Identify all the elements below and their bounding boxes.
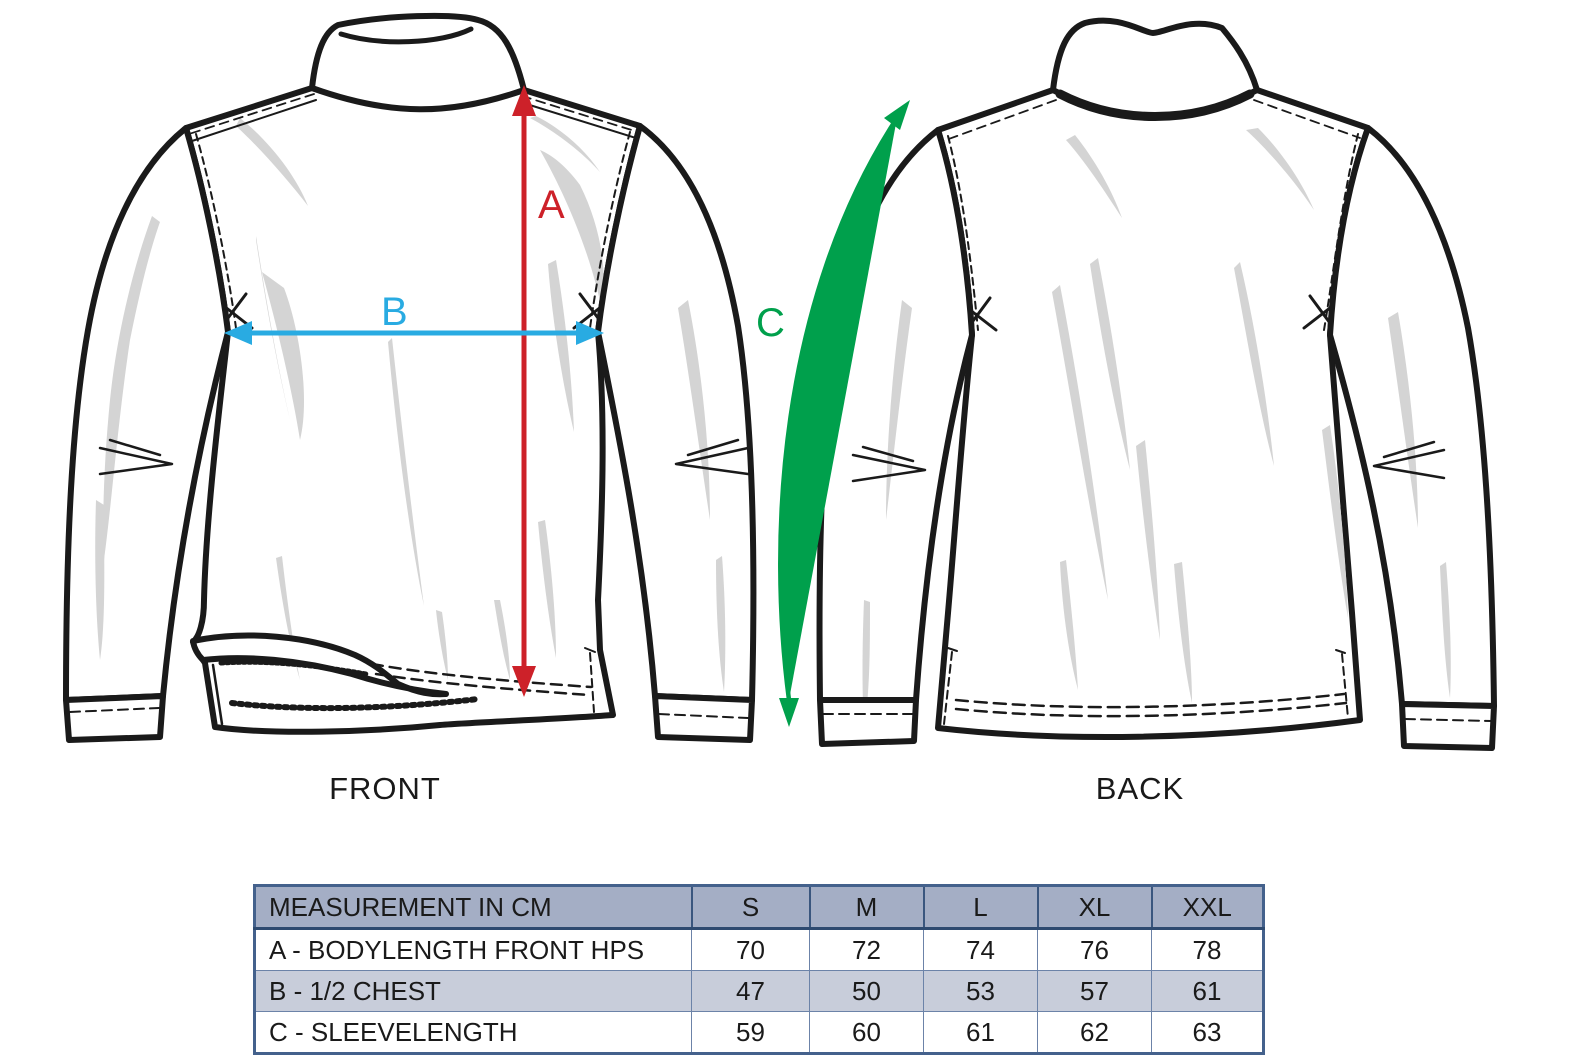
column-header-m: M xyxy=(808,884,925,930)
front-body-shading xyxy=(236,116,604,680)
front-view-label: FRONT xyxy=(329,771,441,806)
front-side-slit xyxy=(589,652,595,713)
value-cell: 60 xyxy=(809,1011,924,1054)
table-row-sleevelength: C - SLEEVELENGTH 59 60 61 62 63 xyxy=(254,1011,1264,1054)
table-row-bodylength: A - BODYLENGTH FRONT HPS 70 72 74 76 78 xyxy=(254,928,1264,971)
value-cell: 50 xyxy=(809,970,924,1012)
front-seams xyxy=(188,93,639,344)
front-right-sleeve xyxy=(595,123,757,703)
front-collar-rim xyxy=(338,26,474,45)
back-body-shading xyxy=(1052,128,1348,703)
garment-diagram: A B C xyxy=(63,12,1497,751)
back-cuffs xyxy=(817,697,1497,751)
front-hem-details xyxy=(190,632,596,726)
measure-arrow-a xyxy=(512,85,536,697)
measure-arrow-c xyxy=(778,100,910,727)
value-cell: 78 xyxy=(1151,928,1264,971)
back-left-slit xyxy=(943,651,953,725)
row-label-chest: B - 1/2 CHEST xyxy=(254,970,692,1012)
size-chart-table: MEASUREMENT IN CM S M L XL XXL A - BODYL… xyxy=(253,884,1265,1055)
value-cell: 62 xyxy=(1037,1011,1152,1054)
back-sleeve-shading xyxy=(862,300,1451,728)
value-cell: 59 xyxy=(691,1011,810,1054)
back-body xyxy=(935,87,1371,741)
value-cell: 57 xyxy=(1037,970,1152,1012)
table-row-chest: B - 1/2 CHEST 47 50 53 57 61 xyxy=(254,970,1264,1012)
column-header-xl: XL xyxy=(1036,884,1153,930)
front-collar xyxy=(309,12,527,113)
value-cell: 72 xyxy=(809,928,924,971)
back-hem-details xyxy=(943,647,1349,725)
back-view-label: BACK xyxy=(1095,771,1185,806)
value-cell: 47 xyxy=(691,970,810,1012)
front-garment-drawing xyxy=(63,12,757,743)
front-sleeve-shading xyxy=(95,216,726,692)
back-neck-seam xyxy=(1055,89,1255,121)
measure-label-c: C xyxy=(756,301,785,345)
row-label-bodylength: A - BODYLENGTH FRONT HPS xyxy=(254,928,692,971)
measure-label-a: A xyxy=(538,183,565,227)
column-header-l: L xyxy=(922,884,1039,930)
value-cell: 63 xyxy=(1151,1011,1264,1054)
back-right-slit xyxy=(1341,653,1349,719)
value-cell: 74 xyxy=(923,928,1038,971)
measure-label-b: B xyxy=(381,290,408,334)
front-elbow-creases xyxy=(98,438,750,476)
value-cell: 61 xyxy=(923,1011,1038,1054)
column-header-xxl: XXL xyxy=(1150,884,1265,930)
measure-arrow-b xyxy=(224,321,604,345)
front-cuffs xyxy=(63,693,755,743)
column-header-s: S xyxy=(690,884,811,930)
value-cell: 53 xyxy=(923,970,1038,1012)
value-cell: 61 xyxy=(1151,970,1264,1012)
row-label-sleevelength: C - SLEEVELENGTH xyxy=(254,1011,692,1054)
value-cell: 70 xyxy=(691,928,810,971)
value-cell: 76 xyxy=(1037,928,1152,971)
back-elbow-creases xyxy=(851,440,1446,483)
table-header-row: MEASUREMENT IN CM S M L XL XXL xyxy=(253,884,1265,930)
column-header-measurement: MEASUREMENT IN CM xyxy=(253,884,693,930)
back-garment-drawing xyxy=(816,17,1497,751)
